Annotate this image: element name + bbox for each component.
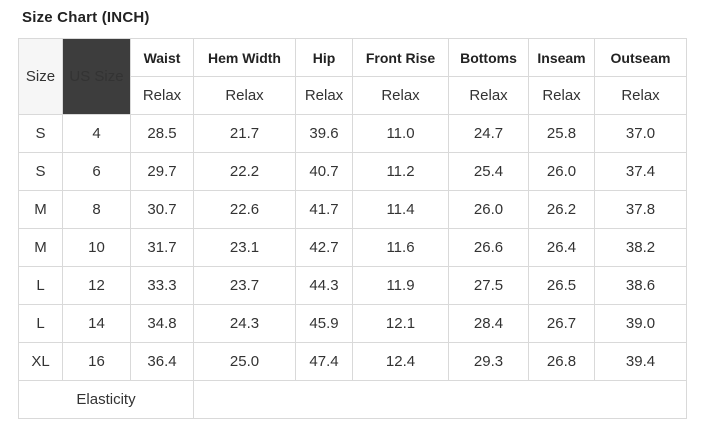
- value-cell: 39.6: [295, 114, 353, 153]
- table-row: M 10 31.7 23.1 42.7 11.6 26.6 26.4 38.2: [18, 228, 687, 267]
- table-row: L 12 33.3 23.7 44.3 11.9 27.5 26.5 38.6: [18, 266, 687, 305]
- value-cell: 47.4: [295, 342, 353, 381]
- us-size-cell: 6: [62, 152, 131, 191]
- value-cell: 25.4: [448, 152, 529, 191]
- column-header-front-rise: Front Rise: [352, 38, 449, 77]
- column-header-hem-width: Hem Width: [193, 38, 296, 77]
- column-header-us-size-selected[interactable]: US Size: [62, 38, 131, 115]
- size-cell: L: [18, 266, 63, 305]
- table-row: S 4 28.5 21.7 39.6 11.0 24.7 25.8 37.0: [18, 114, 687, 153]
- value-cell: 28.5: [130, 114, 194, 153]
- value-cell: 37.0: [594, 114, 687, 153]
- value-cell: 42.7: [295, 228, 353, 267]
- value-cell: 34.8: [130, 304, 194, 343]
- page-title: Size Chart (INCH): [22, 9, 150, 26]
- value-cell: 25.0: [193, 342, 296, 381]
- table-row: M 8 30.7 22.6 41.7 11.4 26.0 26.2 37.8: [18, 190, 687, 229]
- size-cell: S: [18, 152, 63, 191]
- value-cell: 21.7: [193, 114, 296, 153]
- value-cell: 44.3: [295, 266, 353, 305]
- fit-type-cell: Relax: [352, 76, 449, 115]
- column-header-outseam: Outseam: [594, 38, 687, 77]
- column-header-waist: Waist: [130, 38, 194, 77]
- size-cell: M: [18, 228, 63, 267]
- column-header-bottoms: Bottoms: [448, 38, 529, 77]
- value-cell: 38.6: [594, 266, 687, 305]
- size-cell: M: [18, 190, 63, 229]
- elasticity-label: Elasticity: [18, 380, 194, 419]
- value-cell: 31.7: [130, 228, 194, 267]
- value-cell: 22.6: [193, 190, 296, 229]
- fit-type-cell: Relax: [130, 76, 194, 115]
- value-cell: 25.8: [528, 114, 595, 153]
- value-cell: 11.4: [352, 190, 449, 229]
- value-cell: 33.3: [130, 266, 194, 305]
- value-cell: 26.5: [528, 266, 595, 305]
- value-cell: 37.8: [594, 190, 687, 229]
- us-size-cell: 10: [62, 228, 131, 267]
- value-cell: 12.4: [352, 342, 449, 381]
- elasticity-row: Elasticity: [18, 380, 687, 419]
- fit-type-row: Relax Relax Relax Relax Relax Relax Rela…: [19, 76, 687, 115]
- value-cell: 30.7: [130, 190, 194, 229]
- value-cell: 27.5: [448, 266, 529, 305]
- value-cell: 11.9: [352, 266, 449, 305]
- fit-type-cell: Relax: [193, 76, 296, 115]
- fit-type-cell: Relax: [528, 76, 595, 115]
- us-size-cell: 4: [62, 114, 131, 153]
- table-row: L 14 34.8 24.3 45.9 12.1 28.4 26.7 39.0: [18, 304, 687, 343]
- value-cell: 23.1: [193, 228, 296, 267]
- value-cell: 26.8: [528, 342, 595, 381]
- column-header-hip: Hip: [295, 38, 353, 77]
- value-cell: 23.7: [193, 266, 296, 305]
- fit-type-cell: Relax: [295, 76, 353, 115]
- value-cell: 39.4: [594, 342, 687, 381]
- value-cell: 11.6: [352, 228, 449, 267]
- size-chart-table: Size US Size Waist Hem Width Hip Front R…: [18, 38, 687, 419]
- value-cell: 12.1: [352, 304, 449, 343]
- value-cell: 37.4: [594, 152, 687, 191]
- header-row: Size US Size Waist Hem Width Hip Front R…: [18, 38, 687, 115]
- value-cell: 29.7: [130, 152, 194, 191]
- us-size-cell: 8: [62, 190, 131, 229]
- size-cell: XL: [18, 342, 63, 381]
- us-size-cell: 14: [62, 304, 131, 343]
- value-cell: 45.9: [295, 304, 353, 343]
- value-cell: 24.7: [448, 114, 529, 153]
- fit-type-cell: Relax: [448, 76, 529, 115]
- value-cell: 26.2: [528, 190, 595, 229]
- us-size-cell: 12: [62, 266, 131, 305]
- value-cell: 40.7: [295, 152, 353, 191]
- value-cell: 11.0: [352, 114, 449, 153]
- value-cell: 26.6: [448, 228, 529, 267]
- value-cell: 22.2: [193, 152, 296, 191]
- size-cell: L: [18, 304, 63, 343]
- size-cell: S: [18, 114, 63, 153]
- us-size-cell: 16: [62, 342, 131, 381]
- value-cell: 26.0: [448, 190, 529, 229]
- value-cell: 26.4: [528, 228, 595, 267]
- column-header-inseam: Inseam: [528, 38, 595, 77]
- fit-type-cell: Relax: [594, 76, 687, 115]
- table-row: XL 16 36.4 25.0 47.4 12.4 29.3 26.8 39.4: [18, 342, 687, 381]
- value-cell: 41.7: [295, 190, 353, 229]
- column-header-size: Size: [18, 38, 63, 115]
- elasticity-value-cell: [193, 380, 687, 419]
- value-cell: 26.7: [528, 304, 595, 343]
- value-cell: 28.4: [448, 304, 529, 343]
- value-cell: 39.0: [594, 304, 687, 343]
- value-cell: 38.2: [594, 228, 687, 267]
- value-cell: 36.4: [130, 342, 194, 381]
- value-cell: 29.3: [448, 342, 529, 381]
- value-cell: 24.3: [193, 304, 296, 343]
- value-cell: 26.0: [528, 152, 595, 191]
- table-row: S 6 29.7 22.2 40.7 11.2 25.4 26.0 37.4: [18, 152, 687, 191]
- value-cell: 11.2: [352, 152, 449, 191]
